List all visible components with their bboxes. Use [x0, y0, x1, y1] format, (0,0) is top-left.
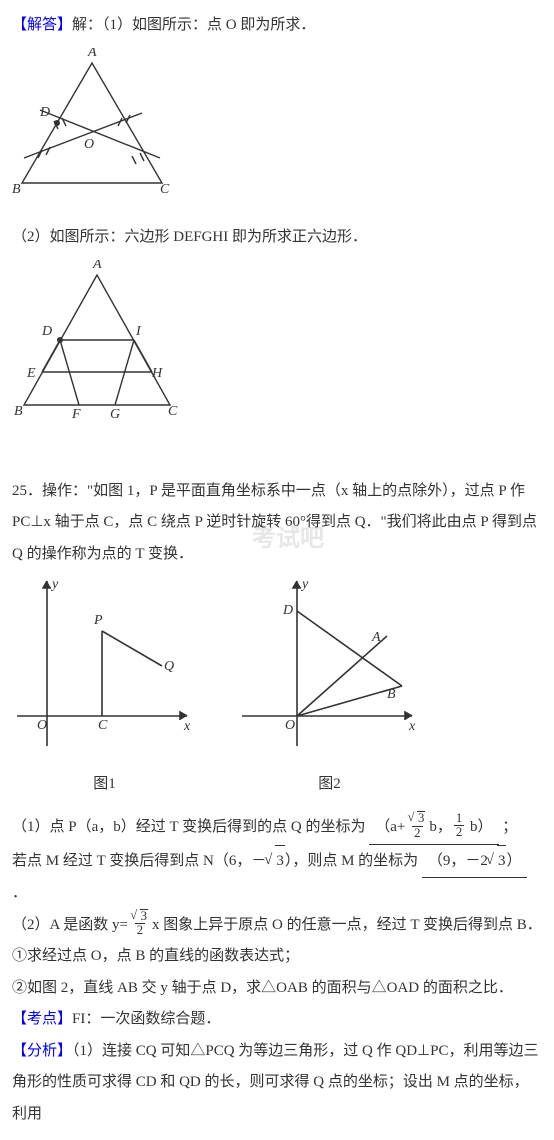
svg-text:x: x	[408, 719, 416, 734]
figure-triangle-o: A B C D O	[12, 48, 542, 211]
solution-label: 【解答】	[12, 17, 72, 33]
svg-text:B: B	[12, 182, 21, 197]
svg-text:H: H	[151, 366, 163, 381]
solution-line-2: （2）如图所示：六边形 DEFGHI 即为所求正六边形．	[12, 222, 542, 254]
blank-q-coords: （a+32b，12 b）	[369, 812, 498, 845]
svg-text:y: y	[300, 577, 309, 592]
svg-text:E: E	[26, 366, 36, 381]
svg-text:D: D	[41, 324, 52, 339]
solution-text-1: 解：（1）如图所示：点 O 即为所求．	[72, 17, 315, 33]
svg-text:y: y	[50, 577, 59, 592]
svg-text:O: O	[37, 718, 47, 733]
figures-row: O x y P C Q 图1 O x y D	[12, 576, 542, 800]
svg-text:B: B	[387, 687, 396, 702]
blank-m-coords: （9，－23）	[422, 845, 528, 879]
svg-text:P: P	[93, 613, 103, 628]
figure-tu2: O x y D A B 图2	[237, 576, 422, 800]
q25-sub1a: （1）点 P（a，b）经过 T 变换后得到的点 Q 的坐标为 （a+32b，12…	[12, 812, 542, 845]
svg-text:O: O	[285, 718, 295, 733]
svg-text:G: G	[110, 407, 120, 420]
svg-text:F: F	[71, 407, 81, 420]
svg-text:C: C	[160, 182, 170, 197]
fenxi-label: 【分析】	[12, 1043, 72, 1059]
kaodian-text: FI：一次函数综合题．	[72, 1011, 220, 1027]
solution-line-1: 【解答】解：（1）如图所示：点 O 即为所求．	[12, 10, 542, 42]
svg-text:D: D	[282, 603, 293, 618]
svg-text:B: B	[14, 404, 23, 419]
q25-sub2-1: ①求经过点 O，点 B 的直线的函数表达式；	[12, 941, 542, 973]
svg-text:A: A	[87, 48, 97, 60]
figure-tu1: O x y P C Q 图1	[12, 576, 197, 800]
kaodian-label: 【考点】	[12, 1011, 72, 1027]
fenxi-line: 【分析】（1）连接 CQ 可知△PCQ 为等边三角形，过 Q 作 QD⊥PC，利…	[12, 1036, 542, 1131]
kaodian-line: 【考点】FI：一次函数综合题．	[12, 1004, 542, 1036]
svg-text:I: I	[135, 324, 142, 339]
q25-sub1b: 若点 M 经过 T 变换后得到点 N（6，－3），则点 M 的坐标为 （9，－2…	[12, 845, 542, 910]
svg-text:C: C	[98, 718, 108, 733]
svg-text:x: x	[183, 719, 191, 734]
svg-text:Q: Q	[164, 659, 174, 674]
svg-text:D: D	[39, 105, 50, 120]
svg-text:A: A	[371, 630, 381, 645]
fenxi-text: （1）连接 CQ 可知△PCQ 为等边三角形，过 Q 作 QD⊥PC，利用等边三…	[12, 1043, 538, 1122]
svg-text:C: C	[168, 404, 178, 419]
q25-stem: 考试吧 25．操作："如图 1，P 是平面直角坐标系中一点（x 轴上的点除外），…	[12, 476, 542, 571]
caption-tu1: 图1	[12, 769, 197, 801]
svg-text:A: A	[92, 260, 102, 272]
svg-text:O: O	[84, 137, 94, 152]
q25-sub2-2: ②如图 2，直线 AB 交 y 轴于点 D，求△OAB 的面积与△OAD 的面积…	[12, 973, 542, 1005]
caption-tu2: 图2	[237, 769, 422, 801]
q25-sub2: （2）A 是函数 y=32x 图象上异于原点 O 的任意一点，经过 T 变换后得…	[12, 910, 542, 942]
figure-triangle-hexagon: A B C D E F G H I	[12, 260, 542, 433]
